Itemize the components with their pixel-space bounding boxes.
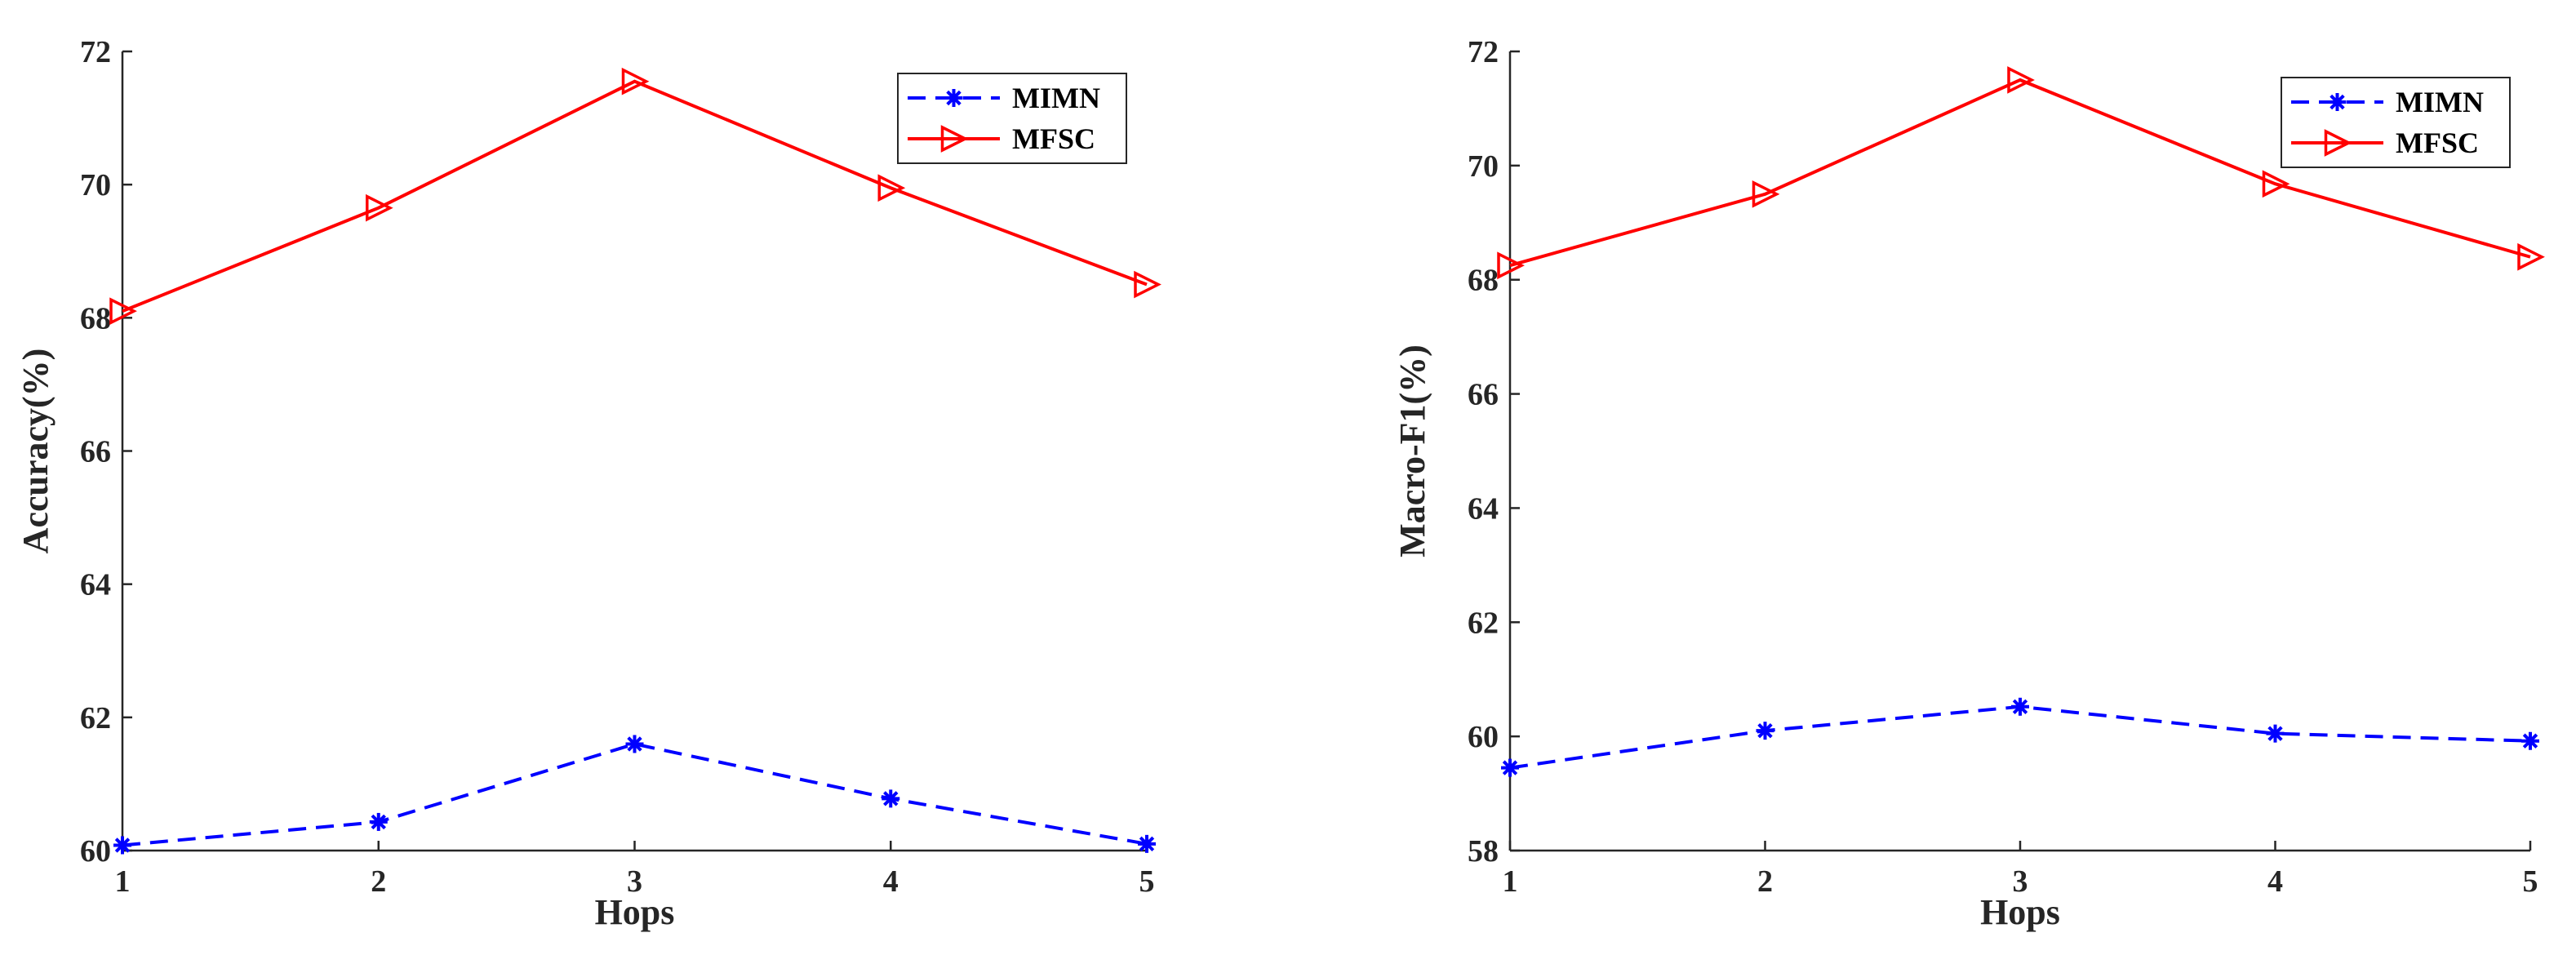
x-tick-label: 3 bbox=[627, 864, 642, 899]
y-tick-label: 58 bbox=[1468, 834, 1499, 869]
data-point-mimn bbox=[2011, 697, 2029, 716]
y-tick-label: 60 bbox=[80, 834, 111, 869]
accuracy-chart: 60 62 64 66 68 70 72 1 2 3 4 5 Hops Accuracy(%) MIMN MF… bbox=[16, 35, 1161, 932]
legend-label-mimn: MIMN bbox=[1012, 82, 1100, 114]
y-axis-label: Macro-F1(%) bbox=[1392, 344, 1432, 558]
legend-box bbox=[897, 73, 1127, 164]
x-tick-label: 4 bbox=[2267, 864, 2283, 899]
y-axis-label: Accuracy(%) bbox=[16, 349, 56, 554]
legend-marker-mfsc bbox=[2324, 129, 2352, 157]
y-tick-label: 62 bbox=[1468, 606, 1499, 640]
legend-label-mfsc: MFSC bbox=[2396, 127, 2479, 159]
y-tick-label: 70 bbox=[1468, 149, 1499, 184]
x-axis-label: Hops bbox=[595, 892, 675, 932]
legend-box bbox=[2281, 77, 2511, 168]
y-tick-label: 66 bbox=[80, 435, 111, 469]
data-point-mfsc bbox=[1752, 180, 1780, 208]
data-point-mfsc bbox=[109, 297, 137, 326]
series-line-mimn bbox=[122, 742, 1148, 847]
data-point-mimn bbox=[625, 735, 644, 753]
legend: MIMN MFSC bbox=[2281, 77, 2511, 168]
y-tick-label: 68 bbox=[1468, 264, 1499, 298]
x-axis-label: Hops bbox=[1980, 892, 2060, 932]
y-tick-label: 64 bbox=[80, 568, 111, 602]
data-point-mimn bbox=[882, 789, 900, 808]
legend-label-mfsc: MFSC bbox=[1012, 122, 1095, 155]
y-tick-label: 70 bbox=[80, 168, 111, 202]
y-tick-label: 72 bbox=[1468, 35, 1499, 69]
x-tick-label: 5 bbox=[1139, 864, 1155, 899]
data-point-mimn bbox=[1138, 834, 1156, 853]
data-point-mfsc bbox=[621, 67, 650, 96]
x-tick-label: 5 bbox=[2523, 864, 2538, 899]
x-tick-label: 2 bbox=[371, 864, 386, 899]
legend-label-mimn: MIMN bbox=[2396, 86, 2484, 118]
y-tick-label: 72 bbox=[80, 35, 111, 69]
series-line-mfsc bbox=[1509, 78, 2531, 268]
data-point-mimn bbox=[369, 812, 388, 831]
series-line-mimn bbox=[1509, 704, 2531, 770]
y-tick-label: 60 bbox=[1468, 720, 1499, 754]
data-point-mimn bbox=[1756, 722, 1774, 740]
x-tick-label: 2 bbox=[1757, 864, 1773, 899]
data-point-mfsc bbox=[1497, 251, 1525, 280]
legend-marker-mfsc bbox=[940, 125, 969, 153]
data-point-mfsc bbox=[2517, 242, 2545, 271]
data-point-mfsc bbox=[366, 193, 393, 222]
y-tick-label: 62 bbox=[80, 701, 111, 735]
data-point-mimn bbox=[2521, 731, 2539, 750]
y-tick-label: 66 bbox=[1468, 378, 1499, 412]
x-tick-label: 1 bbox=[1503, 864, 1518, 899]
legend-marker-mimn bbox=[944, 89, 963, 107]
data-point-mfsc bbox=[2262, 170, 2290, 198]
x-tick-label: 4 bbox=[883, 864, 899, 899]
data-point-mimn bbox=[113, 836, 131, 855]
y-tick-label: 64 bbox=[1468, 491, 1499, 526]
macro-f1-chart: 58 60 62 64 66 68 70 72 1 2 3 4 5 Hops Macro-F1(%) MIMN… bbox=[1392, 35, 2545, 932]
data-point-mfsc bbox=[877, 174, 906, 202]
x-tick-label: 3 bbox=[2013, 864, 2028, 899]
data-point-mimn bbox=[1501, 758, 1519, 777]
x-tick-label: 1 bbox=[115, 864, 131, 899]
data-point-mfsc bbox=[1134, 270, 1161, 299]
legend-marker-mimn bbox=[2328, 93, 2347, 111]
legend: MIMN MFSC bbox=[897, 73, 1127, 164]
data-point-mfsc bbox=[2007, 66, 2035, 94]
y-tick-label: 68 bbox=[80, 301, 111, 335]
series-line-mfsc bbox=[122, 79, 1148, 313]
data-point-mimn bbox=[2266, 724, 2285, 743]
